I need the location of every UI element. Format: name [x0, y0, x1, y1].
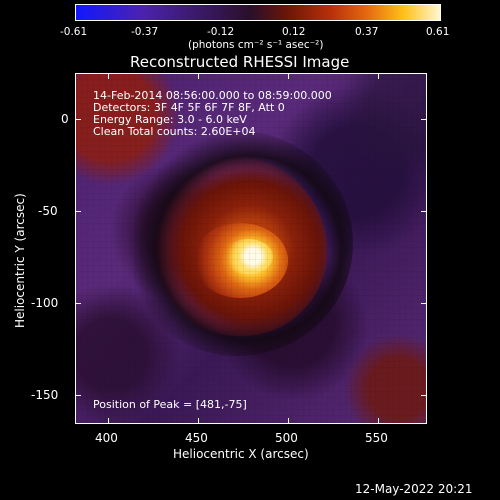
y-tick-minus50-left [75, 211, 81, 212]
x-tick-label-450: 450 [185, 431, 208, 445]
y-tick-label-minus150: -150 [31, 388, 59, 402]
x-tick-450-bottom [198, 418, 199, 424]
colorbar-gradient [76, 5, 440, 20]
y-tick-minus150-left [75, 395, 81, 396]
y-axis-label: Heliocentric Y (arcsec) [13, 193, 27, 328]
y-tick-minus100-right [421, 303, 427, 304]
x-tick-400-bottom [108, 418, 109, 424]
x-tick-550-top [378, 73, 379, 79]
x-tick-450-top [198, 73, 199, 79]
x-tick-label-400: 400 [95, 431, 118, 445]
info-line-4: Clean Total counts: 2.60E+04 [93, 125, 256, 138]
y-tick-label-minus100: -100 [31, 296, 59, 310]
y-tick-minus50-right [421, 211, 427, 212]
timestamp: 12-May-2022 20:21 [355, 482, 473, 496]
colorbar-tick-6: 0.61 [426, 26, 450, 38]
colorbar-tick-2: -0.37 [131, 26, 159, 38]
x-tick-label-550: 550 [365, 431, 388, 445]
rhessi-image [75, 73, 427, 424]
y-tick-minus150-right [421, 395, 427, 396]
colorbar-tick-5: 0.37 [355, 26, 379, 38]
plot-title: Reconstructed RHESSI Image [130, 53, 350, 71]
colorbar-unit-label: (photons cm⁻² s⁻¹ asec⁻²) [188, 39, 324, 51]
y-tick-minus100-left [75, 303, 81, 304]
colorbar [75, 4, 441, 21]
peak-position-text: Position of Peak = [481,-75] [93, 398, 247, 411]
x-tick-label-500: 500 [275, 431, 298, 445]
x-axis-label: Heliocentric X (arcsec) [173, 447, 309, 461]
y-tick-label-0: 0 [61, 112, 69, 126]
y-tick-label-minus50: -50 [38, 204, 58, 218]
info-line-1: 14-Feb-2014 08:56:00.000 to 08:59:00.000 [93, 89, 332, 102]
info-line-3: Energy Range: 3.0 - 6.0 keV [93, 113, 247, 126]
y-tick-0-right [421, 119, 427, 120]
colorbar-tick-3: -0.12 [207, 26, 235, 38]
x-tick-500-bottom [288, 418, 289, 424]
x-tick-550-bottom [378, 418, 379, 424]
info-line-2: Detectors: 3F 4F 5F 6F 7F 8F, Att 0 [93, 101, 285, 114]
x-tick-500-top [288, 73, 289, 79]
colorbar-tick-1: -0.61 [60, 26, 88, 38]
x-tick-400-top [108, 73, 109, 79]
colorbar-tick-4: 0.12 [282, 26, 306, 38]
plot-frame [75, 73, 427, 424]
y-tick-0-left [75, 119, 81, 120]
